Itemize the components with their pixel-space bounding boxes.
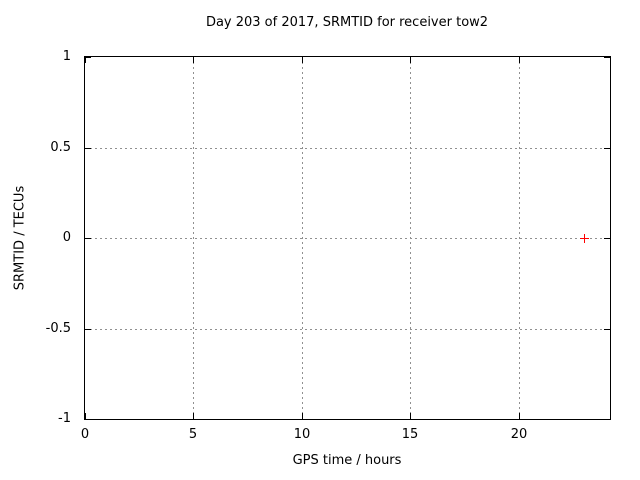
y-gridline bbox=[85, 238, 610, 239]
x-tick-label: 5 bbox=[188, 427, 198, 442]
x-tick-bottom bbox=[85, 413, 86, 419]
x-tick-label: 10 bbox=[293, 427, 311, 442]
x-axis-title: GPS time / hours bbox=[292, 453, 402, 468]
x-tick-top bbox=[85, 57, 86, 63]
marker-vertical-stroke bbox=[584, 234, 585, 243]
plot-area bbox=[84, 56, 611, 420]
y-tick-left bbox=[85, 329, 91, 330]
x-tick-label: 0 bbox=[80, 427, 90, 442]
y-tick-left bbox=[85, 238, 91, 239]
y-tick-right bbox=[604, 148, 610, 149]
y-tick-left bbox=[85, 57, 91, 58]
y-gridline bbox=[85, 329, 610, 330]
chart-title: Day 203 of 2017, SRMTID for receiver tow… bbox=[205, 15, 489, 30]
y-gridline bbox=[85, 148, 610, 149]
x-tick-bottom bbox=[410, 413, 411, 419]
x-tick-bottom bbox=[519, 413, 520, 419]
x-tick-top bbox=[302, 57, 303, 63]
y-tick-right bbox=[604, 419, 610, 420]
x-tick-label: 15 bbox=[401, 427, 419, 442]
y-tick-right bbox=[604, 329, 610, 330]
data-point-marker bbox=[580, 234, 589, 243]
y-tick-label: 0.5 bbox=[50, 140, 71, 155]
y-tick-left bbox=[85, 419, 91, 420]
y-tick-label: 0 bbox=[62, 230, 71, 245]
x-tick-top bbox=[410, 57, 411, 63]
y-tick-right bbox=[604, 238, 610, 239]
y-tick-right bbox=[604, 57, 610, 58]
y-tick-label: -1 bbox=[58, 411, 71, 426]
x-tick-bottom bbox=[193, 413, 194, 419]
y-tick-label: 1 bbox=[62, 49, 71, 64]
x-tick-top bbox=[193, 57, 194, 63]
y-tick-label: -0.5 bbox=[45, 321, 71, 336]
y-tick-left bbox=[85, 148, 91, 149]
x-tick-top bbox=[519, 57, 520, 63]
x-tick-bottom bbox=[302, 413, 303, 419]
x-tick-label: 20 bbox=[510, 427, 528, 442]
